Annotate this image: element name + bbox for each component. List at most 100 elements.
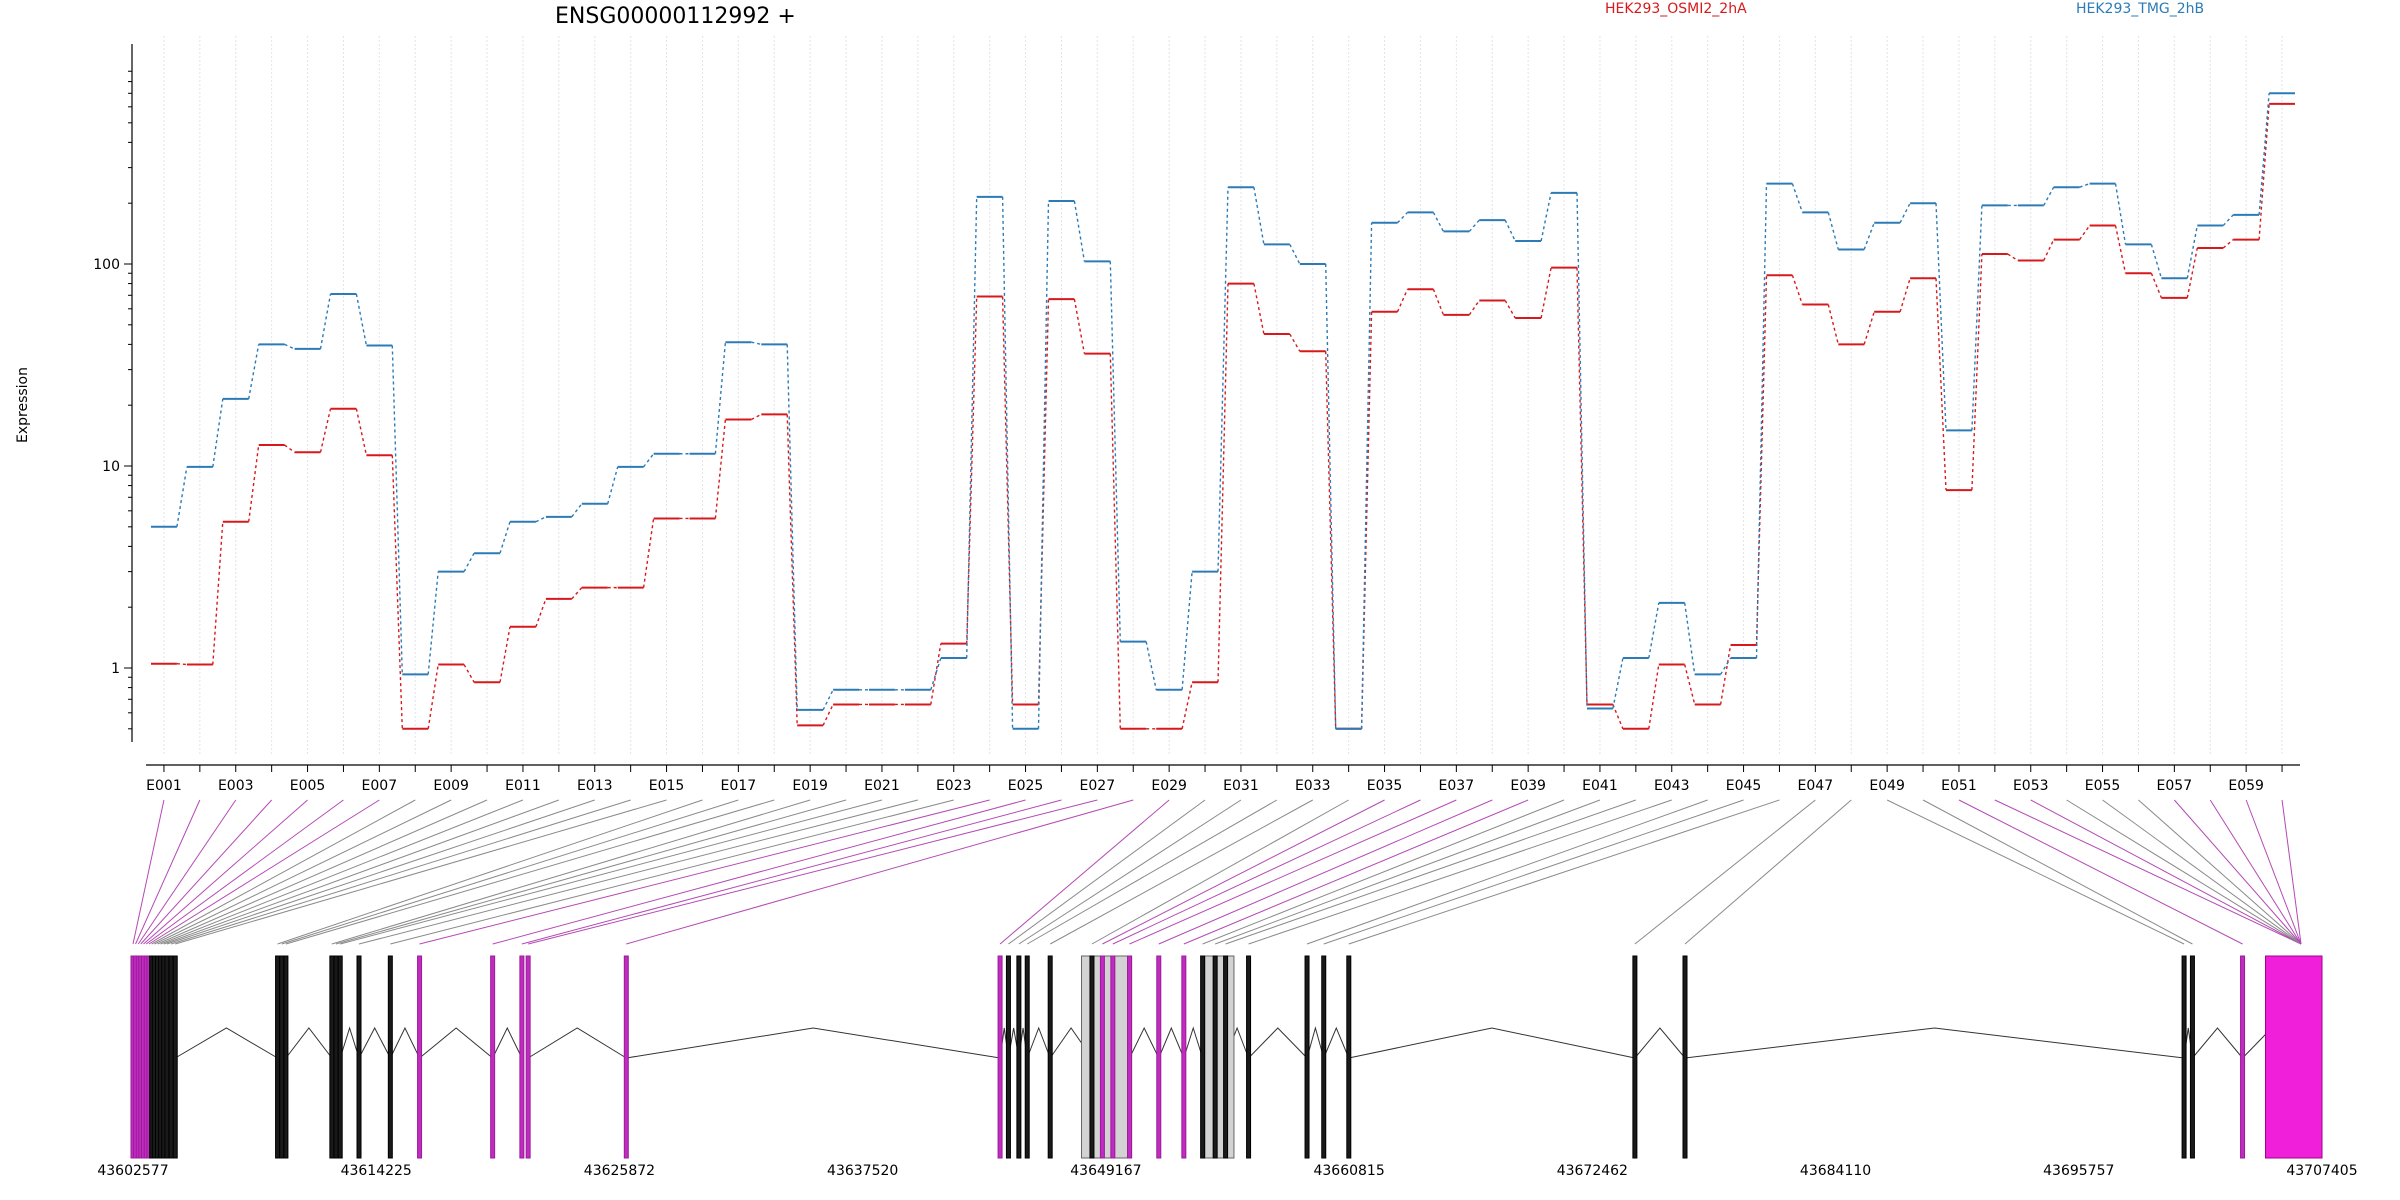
- genomic-tick-label: 43660815: [1313, 1163, 1384, 1179]
- exon-box: [1223, 955, 1229, 1159]
- series-lines: [151, 92, 2295, 730]
- series-connector: [463, 664, 475, 683]
- exon-label: E051: [1941, 778, 1977, 794]
- series-connector: [1684, 664, 1696, 705]
- series-connector: [1719, 644, 1732, 705]
- exon-box: [1024, 955, 1030, 1159]
- series-connector: [1648, 602, 1660, 659]
- series-connector: [1863, 222, 1875, 250]
- exon-box: [2189, 955, 2195, 1159]
- series-connector: [2114, 225, 2127, 274]
- series-connector: [1540, 192, 1552, 242]
- exon-label: E043: [1654, 778, 1690, 794]
- intron-line: [339, 1026, 360, 1059]
- exon-box: [1346, 955, 1352, 1159]
- series-connector: [1109, 261, 1121, 642]
- chart-title: ENSG00000112992 +: [555, 4, 796, 29]
- series-connector: [391, 345, 403, 675]
- exon-label: E059: [2228, 778, 2264, 794]
- exon-box: [2265, 955, 2323, 1159]
- exon-box: [168, 955, 174, 1159]
- gene-model: [130, 955, 2323, 1159]
- exon-axis: E001 E003 E005 E007 E009 E011 E013 E015 E017 E019…: [146, 764, 2300, 794]
- series-connector: [966, 196, 978, 659]
- series-connector: [1612, 704, 1624, 730]
- intron-line: [1129, 1026, 1160, 1059]
- genomic-tick-label: 43625872: [584, 1163, 655, 1179]
- series-connector: [822, 689, 834, 711]
- series-connector: [2079, 225, 2091, 241]
- exon-connector: [1306, 799, 1708, 945]
- exon-box: [1200, 955, 1206, 1159]
- series-connector: [1827, 212, 1839, 250]
- exon-box: [1047, 955, 1053, 1159]
- exon-label: E023: [936, 778, 972, 794]
- intron-line: [174, 1027, 278, 1059]
- exon-label: E001: [146, 778, 182, 794]
- exon-connector: [1049, 799, 1313, 945]
- exon-box: [1212, 955, 1218, 1159]
- series-connector: [2043, 186, 2055, 206]
- intron-line: [2192, 1027, 2243, 1059]
- series-connector: [930, 643, 942, 705]
- series-connector: [1396, 288, 1409, 313]
- series-connector: [1432, 288, 1445, 316]
- series-connector: [786, 344, 798, 710]
- exon-connector: [132, 799, 165, 945]
- exon-label: E057: [2157, 778, 2193, 794]
- exon-box: [519, 955, 525, 1159]
- series-connector: [535, 598, 547, 628]
- series-connector: [212, 521, 224, 665]
- series-connector: [427, 571, 439, 675]
- exon-label: E047: [1798, 778, 1834, 794]
- series-connector: [571, 503, 583, 518]
- series-connector: [1935, 203, 1947, 431]
- exon-label: E025: [1008, 778, 1044, 794]
- exon-connector: [1112, 799, 1421, 945]
- exon-connector: [281, 799, 739, 945]
- series-connector: [1648, 664, 1660, 729]
- exon-box: [1246, 955, 1252, 1159]
- exon-box: [279, 955, 285, 1159]
- series-connector: [2150, 244, 2163, 279]
- exon-connector: [285, 799, 775, 945]
- exon-label: E041: [1582, 778, 1618, 794]
- series-connector: [1899, 278, 1911, 312]
- series-connector: [427, 664, 439, 729]
- series-connector: [786, 414, 798, 726]
- exon-connector: [1129, 799, 1457, 945]
- exon-connector: [135, 799, 201, 945]
- exon-box: [329, 955, 335, 1159]
- series-connector: [751, 341, 762, 346]
- series-connector: [2186, 225, 2198, 279]
- y-tick-label: 1: [111, 661, 120, 677]
- exon-connector: [1183, 799, 1529, 945]
- exon-connector: [1018, 799, 1242, 945]
- exon-connector: [166, 799, 595, 945]
- exon-label: E053: [2013, 778, 2049, 794]
- exon-box: [490, 955, 496, 1159]
- series-connector: [822, 704, 834, 726]
- series-connector: [1145, 641, 1157, 690]
- series-connector: [2079, 182, 2090, 188]
- grey-exon-block: [1081, 955, 1114, 1159]
- exon-connector: [1248, 799, 1672, 945]
- exon-connector: [170, 799, 631, 945]
- series-connector: [1217, 187, 1229, 572]
- series-connector: [1289, 333, 1301, 352]
- genomic-tick-label: 43614225: [341, 1163, 412, 1179]
- intron-line: [1183, 1026, 1204, 1059]
- intron-line: [389, 1026, 421, 1059]
- exon-label: E005: [290, 778, 326, 794]
- exon-connector: [1225, 799, 1637, 945]
- exon-connector: [1008, 799, 1206, 945]
- exon-box: [283, 955, 289, 1159]
- exon-connector: [143, 799, 308, 945]
- y-axis-label: Expression: [15, 367, 31, 443]
- series-connector: [1935, 278, 1947, 491]
- intron-line: [1026, 1026, 1051, 1059]
- series-connector: [1181, 571, 1193, 690]
- exon-box: [525, 955, 531, 1159]
- intron-line: [1323, 1026, 1350, 1059]
